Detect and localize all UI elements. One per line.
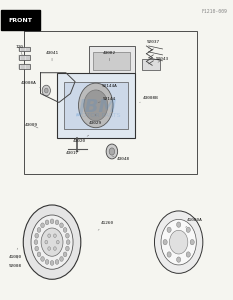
Circle shape <box>186 252 190 257</box>
Text: 41080: 41080 <box>9 248 22 259</box>
Circle shape <box>163 239 167 245</box>
Bar <box>19 64 30 69</box>
Circle shape <box>177 257 181 262</box>
Circle shape <box>35 233 38 238</box>
Circle shape <box>66 240 70 244</box>
Circle shape <box>84 90 108 121</box>
Circle shape <box>42 85 50 96</box>
Circle shape <box>167 227 171 232</box>
Text: 43009: 43009 <box>25 123 38 128</box>
Circle shape <box>154 211 203 273</box>
Circle shape <box>54 247 56 250</box>
Bar <box>19 46 30 51</box>
Text: 92008: 92008 <box>9 257 22 268</box>
Circle shape <box>41 223 45 228</box>
Text: 43008B: 43008B <box>140 96 159 102</box>
Circle shape <box>45 88 48 93</box>
Circle shape <box>106 144 118 159</box>
Circle shape <box>65 233 69 238</box>
Circle shape <box>55 260 59 264</box>
Circle shape <box>167 252 171 257</box>
Text: JBM: JBM <box>79 98 117 116</box>
Circle shape <box>169 230 188 254</box>
Circle shape <box>31 215 73 269</box>
Bar <box>142 59 160 70</box>
Circle shape <box>63 252 67 257</box>
Text: 92037: 92037 <box>147 40 160 49</box>
Circle shape <box>63 227 67 232</box>
Text: F1210-009: F1210-009 <box>201 9 227 14</box>
Bar <box>64 82 128 129</box>
Circle shape <box>45 260 49 264</box>
Text: 92043: 92043 <box>156 57 169 62</box>
Circle shape <box>37 227 41 232</box>
Text: FRONT: FRONT <box>8 18 32 23</box>
Circle shape <box>60 223 63 228</box>
Circle shape <box>37 252 41 257</box>
Circle shape <box>79 83 113 128</box>
Circle shape <box>55 220 59 225</box>
Circle shape <box>45 220 49 225</box>
Bar <box>93 52 130 70</box>
Circle shape <box>186 227 190 232</box>
Circle shape <box>50 219 54 224</box>
Text: 43020: 43020 <box>73 135 89 143</box>
Text: 43082: 43082 <box>103 51 116 61</box>
Circle shape <box>50 261 54 265</box>
Text: 41260: 41260 <box>98 221 114 230</box>
Circle shape <box>48 234 51 238</box>
Text: MOTOR PARTS: MOTOR PARTS <box>76 113 120 118</box>
Bar <box>57 73 135 138</box>
Text: 43029: 43029 <box>89 114 102 125</box>
Circle shape <box>177 222 181 227</box>
Circle shape <box>34 240 38 244</box>
Text: 120: 120 <box>16 46 24 55</box>
Bar <box>19 56 30 60</box>
Text: 92144: 92144 <box>98 98 116 102</box>
Text: 41080A: 41080A <box>185 218 203 227</box>
Circle shape <box>35 246 38 251</box>
Text: 43048: 43048 <box>112 156 130 161</box>
Circle shape <box>54 234 56 238</box>
Circle shape <box>56 240 59 244</box>
Text: 43017: 43017 <box>66 151 79 155</box>
Circle shape <box>65 246 69 251</box>
Circle shape <box>41 228 63 256</box>
Circle shape <box>161 219 196 265</box>
Polygon shape <box>82 91 98 105</box>
Circle shape <box>41 256 45 261</box>
Circle shape <box>48 247 51 250</box>
Text: 92144A: 92144A <box>98 84 117 91</box>
Text: 43008A: 43008A <box>21 81 41 88</box>
Bar <box>89 46 135 76</box>
Circle shape <box>109 148 115 155</box>
Circle shape <box>60 256 63 261</box>
Circle shape <box>190 239 194 245</box>
Circle shape <box>45 240 48 244</box>
Circle shape <box>23 205 81 279</box>
Text: 43041: 43041 <box>45 51 59 61</box>
